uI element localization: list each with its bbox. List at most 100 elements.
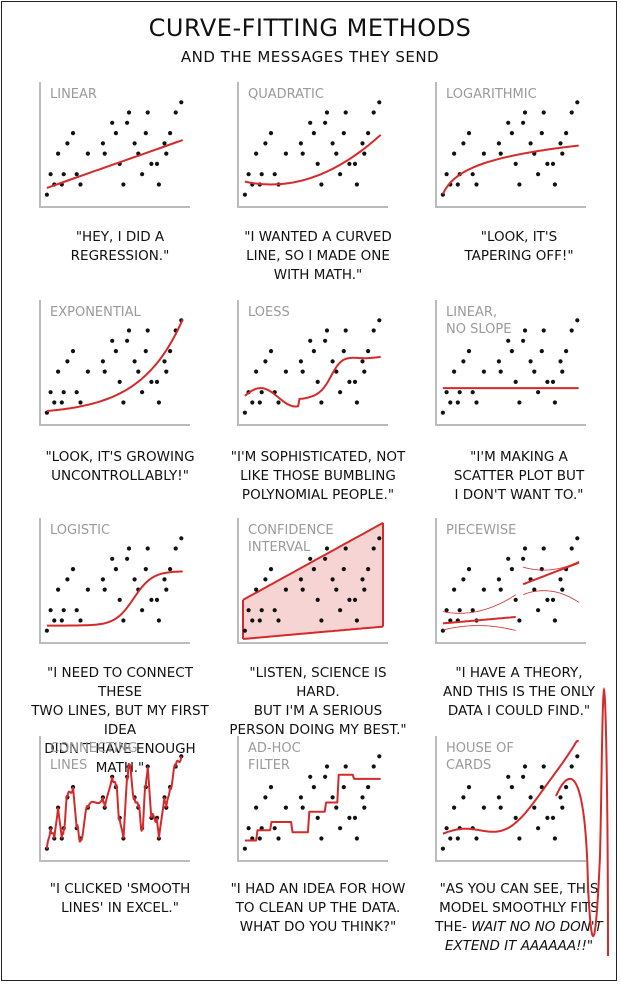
plot-exponential xyxy=(39,300,190,426)
data-point xyxy=(532,369,537,374)
panel-linear-no-slope: LINEAR, NO SLOPE xyxy=(435,300,586,426)
data-point xyxy=(338,608,343,613)
upper-bound-line xyxy=(242,522,384,601)
data-point xyxy=(496,359,501,364)
data-point xyxy=(550,815,556,820)
data-point xyxy=(509,131,514,136)
panel-house-of-cards: HOUSE OF CARDS xyxy=(435,736,586,862)
lower-bound-line xyxy=(242,625,384,640)
data-point xyxy=(56,369,61,374)
panel-caption: "I HAD AN IDEA FOR HOW TO CLEAN UP THE D… xyxy=(228,880,408,937)
data-point xyxy=(360,795,365,800)
data-point xyxy=(506,556,511,561)
data-point xyxy=(164,369,169,374)
data-point xyxy=(343,764,348,769)
panel-label: LINEAR, NO SLOPE xyxy=(446,305,512,337)
data-point xyxy=(246,608,251,613)
data-point xyxy=(308,556,313,561)
data-point xyxy=(521,774,526,779)
data-point xyxy=(126,328,132,333)
data-point xyxy=(56,587,61,592)
fit-curve xyxy=(46,570,183,627)
data-point xyxy=(121,618,126,623)
data-point xyxy=(56,151,61,156)
panel-ad-hoc-filter: AD-HOC FILTER xyxy=(237,736,388,862)
data-point xyxy=(474,400,479,405)
data-point xyxy=(366,567,371,572)
panel-caption: "LOOK, IT'S GROWING UNCONTROLLABLY!" xyxy=(30,448,210,486)
data-point xyxy=(560,587,565,592)
data-point xyxy=(149,597,154,602)
data-point xyxy=(100,577,105,582)
data-point xyxy=(156,618,161,623)
panel-label: CONNECTING LINES xyxy=(50,741,138,773)
data-point xyxy=(308,774,313,779)
data-point xyxy=(263,795,268,800)
panel-caption: "AS YOU CAN SEE, THIS MODEL SMOOTHLY FIT… xyxy=(424,880,614,956)
data-point xyxy=(455,182,460,187)
data-point xyxy=(298,795,303,800)
data-point xyxy=(481,587,486,592)
data-point xyxy=(448,836,453,841)
data-point xyxy=(48,608,53,613)
data-point xyxy=(347,379,352,384)
confidence-band xyxy=(243,522,383,639)
plot-quadratic xyxy=(237,82,388,208)
plot-house-of-cards xyxy=(435,736,586,862)
panel-label: AD-HOC FILTER xyxy=(248,741,301,773)
data-point xyxy=(377,318,382,323)
data-point xyxy=(371,546,376,551)
data-point xyxy=(242,192,247,197)
data-point xyxy=(140,608,145,613)
data-point xyxy=(448,618,453,623)
fit-curve xyxy=(442,144,579,195)
panel-caption: "I'M SOPHISTICATED, NOT LIKE THOSE BUMBL… xyxy=(228,448,408,505)
data-point xyxy=(179,100,184,105)
data-point xyxy=(506,338,511,343)
data-point xyxy=(276,618,281,623)
data-point xyxy=(343,110,348,115)
data-point xyxy=(126,546,132,551)
data-point xyxy=(521,338,526,343)
data-point xyxy=(539,349,544,354)
caption-text: "I WANTED A CURVED LINE, SO I MADE ONE W… xyxy=(244,229,392,283)
data-point xyxy=(44,192,49,197)
data-point xyxy=(560,369,565,374)
data-point xyxy=(179,536,184,541)
axes xyxy=(435,736,586,862)
data-point xyxy=(371,764,376,769)
data-point xyxy=(362,369,367,374)
data-point xyxy=(323,774,328,779)
data-point xyxy=(377,754,382,759)
data-point xyxy=(377,100,382,105)
data-point xyxy=(276,400,281,405)
data-point xyxy=(300,805,305,810)
panel-logarithmic: LOGARITHMIC xyxy=(435,82,586,208)
data-point xyxy=(156,400,161,405)
fit-curve xyxy=(244,773,381,842)
panel-caption: "LISTEN, SCIENCE IS HARD. BUT I'M A SERI… xyxy=(228,664,408,740)
data-point xyxy=(257,400,262,405)
plot-confidence-interval xyxy=(237,518,388,644)
data-point xyxy=(59,400,64,405)
caption-italic-text: WAIT NO NO DON'T EXTEND IT AAAAAA!!" xyxy=(444,919,603,954)
data-point xyxy=(481,369,486,374)
data-point xyxy=(268,785,274,790)
data-point xyxy=(246,826,251,831)
data-point xyxy=(52,618,57,623)
data-point xyxy=(145,328,150,333)
data-point xyxy=(102,369,107,374)
data-point xyxy=(377,536,382,541)
data-point xyxy=(110,120,115,125)
caption-text: "I'M MAKING A SCATTER PLOT BUT I DON'T W… xyxy=(453,449,585,503)
axes xyxy=(237,518,388,644)
data-point xyxy=(125,120,130,125)
data-point xyxy=(550,161,556,166)
caption-text: "LOOK, IT'S TAPERING OFF!" xyxy=(464,229,574,264)
data-point xyxy=(474,182,479,187)
data-point xyxy=(113,567,118,572)
data-point xyxy=(575,536,580,541)
data-point xyxy=(513,815,518,820)
data-point xyxy=(311,349,316,354)
data-point xyxy=(259,608,264,613)
